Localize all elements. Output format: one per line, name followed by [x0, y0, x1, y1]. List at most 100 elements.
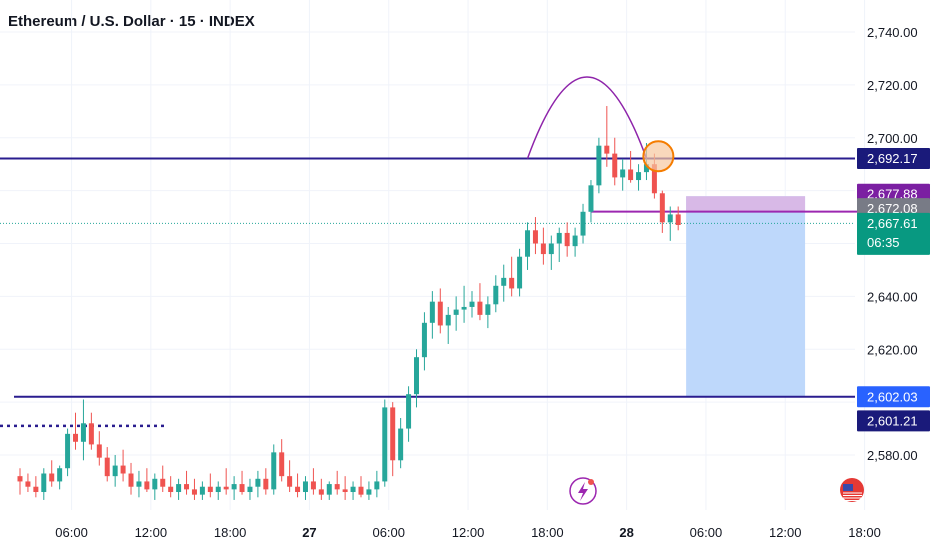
- candle-body: [493, 285, 499, 305]
- chart-title: Ethereum / U.S. Dollar · 15 · INDEX: [8, 13, 255, 30]
- top-arc: [526, 76, 648, 159]
- x-tick-label: 28: [619, 525, 633, 540]
- price-tag-bg: [857, 212, 930, 255]
- candle-body: [152, 478, 158, 490]
- candle-body: [120, 465, 126, 474]
- y-tick-label: 2,580.00: [867, 448, 918, 463]
- candle-body: [65, 433, 71, 469]
- candle-body: [342, 489, 348, 493]
- price-tag-resistance: 2,692.17: [857, 147, 930, 169]
- candle-body: [112, 465, 118, 477]
- x-tick-label: 06:00: [690, 525, 723, 540]
- x-tick-label: 06:00: [372, 525, 405, 540]
- candle-body: [49, 473, 55, 482]
- annotation-layer: [526, 76, 675, 173]
- candle-body: [469, 301, 475, 307]
- candle-body: [596, 145, 602, 186]
- candle-body: [636, 172, 642, 181]
- y-tick-label: 2,740.00: [867, 25, 918, 40]
- candle-body: [33, 486, 39, 493]
- candle-body: [501, 277, 507, 286]
- candle-body: [57, 468, 63, 482]
- candle-body: [247, 486, 253, 493]
- candle-body: [398, 428, 404, 461]
- price-tag-bg: [857, 410, 930, 432]
- candle-body: [453, 309, 459, 315]
- candle-body: [128, 473, 134, 487]
- candle-body: [366, 489, 372, 495]
- price-tag-last-price: 2,667.61 06:35: [857, 212, 930, 255]
- target-zone: [686, 196, 806, 397]
- price-tag-label: 2,677.88: [867, 187, 918, 202]
- candle-body: [406, 394, 412, 429]
- candle-body: [231, 484, 237, 490]
- candle-body: [564, 232, 570, 247]
- candle-body: [302, 481, 308, 493]
- x-tick-label: 18:00: [848, 525, 881, 540]
- candle-body: [477, 301, 483, 315]
- y-tick-label: 2,700.00: [867, 131, 918, 146]
- price-tag-bg: [857, 147, 930, 169]
- x-tick-label: 18:00: [531, 525, 564, 540]
- candle-body: [215, 486, 221, 493]
- candle-body: [255, 478, 261, 487]
- price-tag-support-navy: 2,601.21: [857, 410, 930, 432]
- candle-body: [191, 489, 197, 495]
- candle-body: [461, 306, 467, 310]
- candle-body: [667, 214, 673, 223]
- candle-body: [628, 169, 634, 181]
- candle-body: [429, 301, 435, 323]
- candle-body: [548, 243, 554, 255]
- candle-body: [80, 423, 86, 442]
- candle-body: [287, 476, 293, 487]
- highlight-circle: [642, 140, 675, 173]
- price-tags-layer: 2,692.172,677.882,672.082,667.6106:352,6…: [857, 147, 930, 432]
- candle-body: [184, 484, 190, 490]
- candle-body: [374, 481, 380, 490]
- candle-body: [334, 484, 340, 490]
- candle-body: [414, 357, 419, 395]
- x-tick-label: 12:00: [135, 525, 168, 540]
- time-axis[interactable]: 06:00 12:00 18:00 27 06:00 12:00 18:00 28 06:00 1…: [55, 525, 881, 540]
- x-tick-label: 27: [302, 525, 316, 540]
- flag-icon: [840, 478, 864, 502]
- x-tick-label: 18:00: [214, 525, 247, 540]
- price-tag-label: 2,672.08: [867, 201, 918, 216]
- candle-body: [104, 457, 110, 477]
- candle-body: [279, 452, 285, 477]
- candles-layer: [17, 106, 681, 500]
- candle-body: [25, 481, 31, 487]
- candle-body: [525, 230, 531, 257]
- candle-body: [572, 235, 578, 247]
- price-axis[interactable]: 2,580.00 2,620.00 2,640.00 2,700.00 2,720.00…: [867, 25, 918, 463]
- level-lines-layer: [0, 157, 877, 428]
- price-tag-bg: [857, 386, 930, 408]
- candle-body: [382, 407, 388, 482]
- candle-body: [675, 214, 681, 225]
- candle-body: [509, 277, 515, 289]
- candle-body: [223, 486, 229, 490]
- candle-body: [620, 169, 626, 178]
- candle-body: [310, 481, 316, 490]
- candle-body: [136, 481, 142, 487]
- price-tag-label: 2,667.61: [867, 216, 918, 231]
- candle-body: [17, 476, 23, 482]
- candle-body: [612, 153, 618, 178]
- candle-body: [176, 484, 182, 493]
- candle-body: [651, 164, 657, 194]
- candle-body: [263, 478, 269, 490]
- candle-body: [73, 433, 79, 442]
- candle-body: [659, 193, 665, 223]
- candle-body: [88, 423, 94, 445]
- zone-layer: [686, 196, 806, 397]
- candle-body: [168, 486, 174, 493]
- y-tick-label: 2,720.00: [867, 78, 918, 93]
- candle-body: [326, 484, 332, 495]
- price-tag-label: 2,601.21: [867, 413, 918, 428]
- price-tag-support-blue: 2,602.03: [857, 386, 930, 408]
- candle-body: [421, 322, 427, 358]
- candle-body: [390, 407, 396, 461]
- candle-body: [556, 232, 562, 244]
- candle-body: [96, 444, 102, 458]
